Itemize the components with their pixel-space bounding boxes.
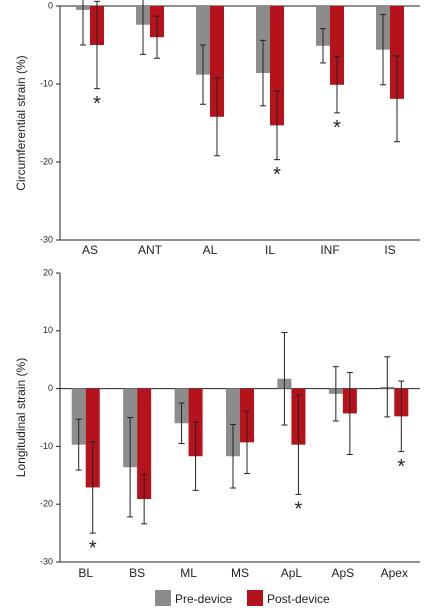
bar bbox=[270, 6, 284, 126]
x-tick-label: IS bbox=[384, 243, 395, 257]
error-bar bbox=[394, 55, 400, 143]
y-tick-label: -30 bbox=[40, 556, 53, 566]
x-tick-label: Apex bbox=[381, 566, 408, 580]
legend-swatch bbox=[155, 590, 171, 606]
error-bar bbox=[332, 366, 339, 422]
error-bar bbox=[192, 421, 199, 491]
y-tick-label: 0 bbox=[48, 383, 53, 393]
legend-swatch bbox=[247, 590, 263, 606]
error-bar bbox=[80, 0, 86, 46]
bar bbox=[256, 6, 270, 74]
x-tick-label: ApL bbox=[281, 566, 303, 580]
error-bar bbox=[154, 15, 160, 59]
y-tick-label: -10 bbox=[40, 78, 53, 88]
error-bar bbox=[346, 371, 353, 455]
error-bar bbox=[281, 332, 288, 426]
significance-marker: * bbox=[397, 456, 405, 478]
legend-label: Pre-device bbox=[175, 592, 233, 606]
significance-marker: * bbox=[333, 117, 341, 139]
bar bbox=[71, 388, 86, 445]
x-tick-label: MS bbox=[231, 566, 249, 580]
y-tick-label: -10 bbox=[40, 441, 53, 451]
error-bar bbox=[320, 28, 326, 64]
bar bbox=[330, 6, 344, 85]
error-bar bbox=[140, 0, 146, 55]
bar bbox=[137, 388, 152, 499]
error-bar bbox=[94, 0, 100, 90]
bar bbox=[226, 388, 240, 457]
y-tick-label: -30 bbox=[40, 234, 53, 244]
error-bar bbox=[75, 418, 82, 471]
y-tick-label: -20 bbox=[40, 499, 53, 509]
x-tick-label: ApS bbox=[332, 566, 355, 580]
error-bar bbox=[380, 14, 386, 86]
legend-label: Post-device bbox=[267, 592, 330, 606]
error-bar bbox=[127, 417, 134, 518]
error-bar bbox=[384, 356, 391, 418]
bar bbox=[210, 6, 224, 117]
x-tick-label: BL bbox=[78, 566, 93, 580]
y-tick-label: -20 bbox=[40, 156, 53, 166]
x-tick-label: ANT bbox=[138, 243, 163, 257]
y-axis-label: Longitudinal strain (%) bbox=[14, 358, 28, 477]
x-tick-label: AL bbox=[203, 243, 218, 257]
bar bbox=[196, 6, 210, 75]
error-bar bbox=[274, 90, 280, 161]
bar bbox=[85, 388, 100, 488]
error-bar bbox=[178, 402, 185, 445]
significance-marker: * bbox=[93, 93, 101, 115]
error-bar bbox=[230, 423, 236, 489]
error-bar bbox=[200, 44, 206, 105]
x-tick-label: ML bbox=[180, 566, 197, 580]
bar bbox=[390, 6, 404, 99]
x-tick-label: AS bbox=[82, 243, 98, 257]
error-bar bbox=[244, 410, 250, 475]
x-tick-label: IL bbox=[265, 243, 275, 257]
significance-marker: * bbox=[295, 499, 303, 521]
y-tick-label: 10 bbox=[43, 325, 53, 335]
error-bar bbox=[89, 441, 96, 534]
error-bar bbox=[260, 39, 266, 107]
x-tick-label: BS bbox=[129, 566, 145, 580]
significance-marker: * bbox=[273, 164, 281, 186]
error-bar bbox=[295, 394, 302, 495]
error-bar bbox=[214, 77, 220, 157]
y-tick-label: 0 bbox=[48, 0, 53, 10]
error-bar bbox=[398, 380, 405, 453]
error-bar bbox=[334, 56, 340, 114]
significance-marker: * bbox=[89, 537, 97, 559]
y-axis-label: Circumferential strain (%) bbox=[14, 55, 28, 190]
x-tick-label: INF bbox=[320, 243, 339, 257]
error-bar bbox=[141, 473, 148, 525]
bar bbox=[316, 6, 330, 46]
y-tick-label: 20 bbox=[43, 267, 53, 277]
